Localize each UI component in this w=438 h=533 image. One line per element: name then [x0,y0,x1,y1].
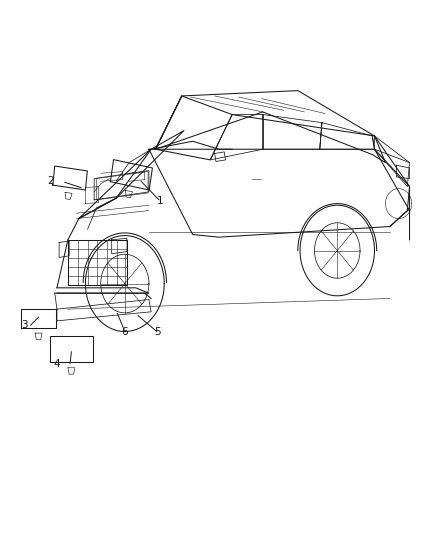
Text: 3: 3 [21,320,28,330]
Text: 6: 6 [121,327,128,336]
Text: 1: 1 [156,197,163,206]
Text: 4: 4 [53,359,60,368]
Text: 5: 5 [154,327,161,336]
Text: 2: 2 [47,176,54,186]
